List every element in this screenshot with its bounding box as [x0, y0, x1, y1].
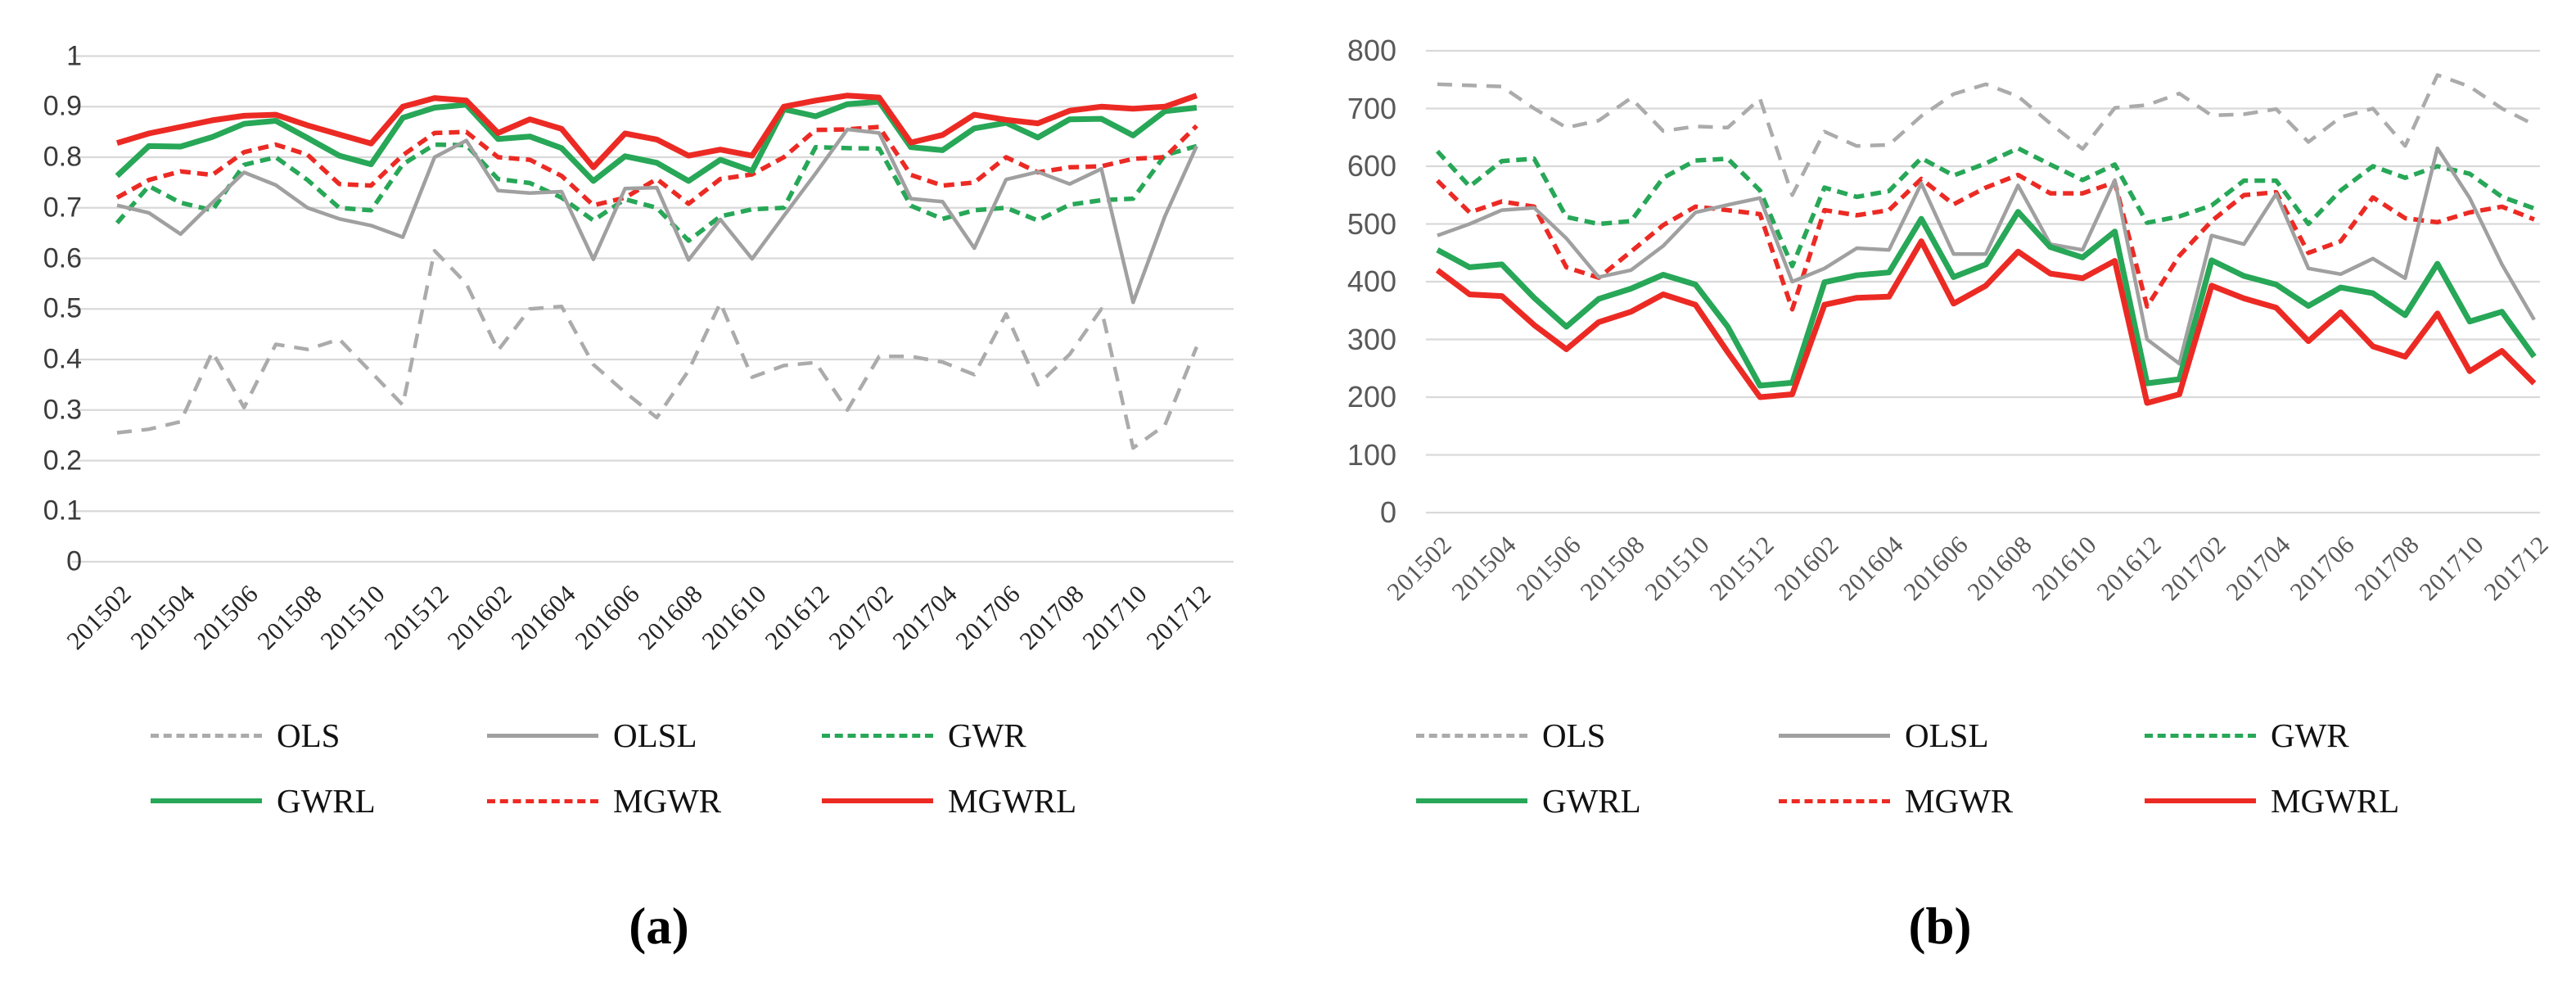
legend-swatch-olsl — [487, 733, 598, 738]
caption-a: (a) — [629, 897, 689, 955]
y-tick-label: 0.9 — [43, 90, 82, 122]
series-mgwr-line — [115, 124, 1198, 208]
series-gwr-line — [1435, 146, 2535, 269]
legend-item-mgwr: MGWR — [1779, 783, 2013, 819]
legend-swatch-ols — [151, 733, 262, 738]
series-olsl-line — [1437, 146, 2536, 366]
y-tick-label: 500 — [1347, 206, 1396, 241]
legend-label: OLS — [1542, 716, 1606, 754]
legend-label: GWR — [948, 716, 1026, 754]
legend-label: GWR — [2271, 716, 2349, 754]
y-tick-label: 200 — [1347, 380, 1396, 414]
y-tick-label: 0.7 — [43, 192, 82, 224]
y-tick-label: 0.6 — [43, 242, 82, 273]
legend-label: MGWRL — [948, 781, 1077, 820]
legend-swatch-ols — [1416, 733, 1527, 738]
legend-item-ols: OLS — [1416, 717, 1605, 753]
y-tick-label: 1 — [66, 40, 82, 71]
y-tick-label: 100 — [1347, 437, 1396, 472]
y-tick-label: 0.2 — [43, 445, 82, 476]
legend-item-gwr: GWR — [2145, 717, 2349, 753]
legend-item-ols: OLS — [151, 717, 340, 753]
y-tick-label: 0.8 — [43, 141, 82, 173]
legend-swatch-gwrl — [151, 798, 262, 803]
legend-item-mgwr: MGWR — [487, 783, 721, 819]
legend-item-olsl: OLSL — [487, 717, 697, 753]
caption-b: (b) — [1908, 897, 1972, 955]
series-gwrl-line — [115, 98, 1198, 184]
series-gwr-line — [115, 142, 1198, 243]
series-mgwr-line — [1436, 172, 2535, 312]
y-tick-label: 0 — [66, 545, 82, 577]
legend-label: GWRL — [277, 781, 376, 820]
legend-label: MGWR — [1905, 781, 2014, 820]
legend-label: OLSL — [1905, 716, 1989, 754]
legend-label: OLS — [277, 716, 341, 754]
legend-item-gwr: GWR — [822, 717, 1026, 753]
legend-item-mgwrl: MGWRL — [822, 783, 1076, 819]
legend-swatch-olsl — [1779, 733, 1890, 738]
legend-swatch-mgwr — [487, 798, 598, 803]
y-tick-label: 0.5 — [43, 292, 82, 324]
legend-swatch-mgwr — [1779, 798, 1890, 803]
series-ols-line — [1437, 73, 2535, 197]
legend-label: GWRL — [1542, 781, 1641, 820]
legend-label: MGWRL — [2271, 781, 2400, 820]
legend-item-olsl: OLSL — [1779, 717, 1989, 753]
legend-swatch-gwrl — [1416, 798, 1527, 803]
legend-swatch-mgwrl — [822, 798, 933, 803]
series-mgwrl-line — [115, 93, 1198, 170]
series-mgwrl-line — [1435, 238, 2537, 406]
y-tick-label: 0 — [1379, 495, 1396, 529]
y-tick-label: 400 — [1347, 264, 1396, 298]
legend-swatch-gwr — [822, 733, 933, 738]
y-tick-label: 0.1 — [43, 495, 82, 527]
legend-label: MGWR — [613, 781, 722, 820]
y-tick-label: 600 — [1347, 149, 1396, 183]
legend-label: OLSL — [613, 716, 697, 754]
y-tick-label: 300 — [1347, 322, 1396, 356]
legend-swatch-mgwrl — [2145, 798, 2256, 803]
series-gwrl-line — [1436, 209, 2537, 389]
legend-swatch-gwr — [2145, 733, 2256, 738]
legend-item-gwrl: GWRL — [151, 783, 376, 819]
y-tick-label: 800 — [1347, 34, 1396, 67]
y-tick-label: 0.3 — [43, 394, 82, 426]
series-ols-line — [116, 248, 1198, 450]
legend-item-mgwrl: MGWRL — [2145, 783, 2399, 819]
series-olsl-line — [116, 127, 1198, 305]
y-tick-label: 700 — [1347, 91, 1396, 125]
y-tick-label: 0.4 — [43, 343, 82, 375]
legend-item-gwrl: GWRL — [1416, 783, 1641, 819]
